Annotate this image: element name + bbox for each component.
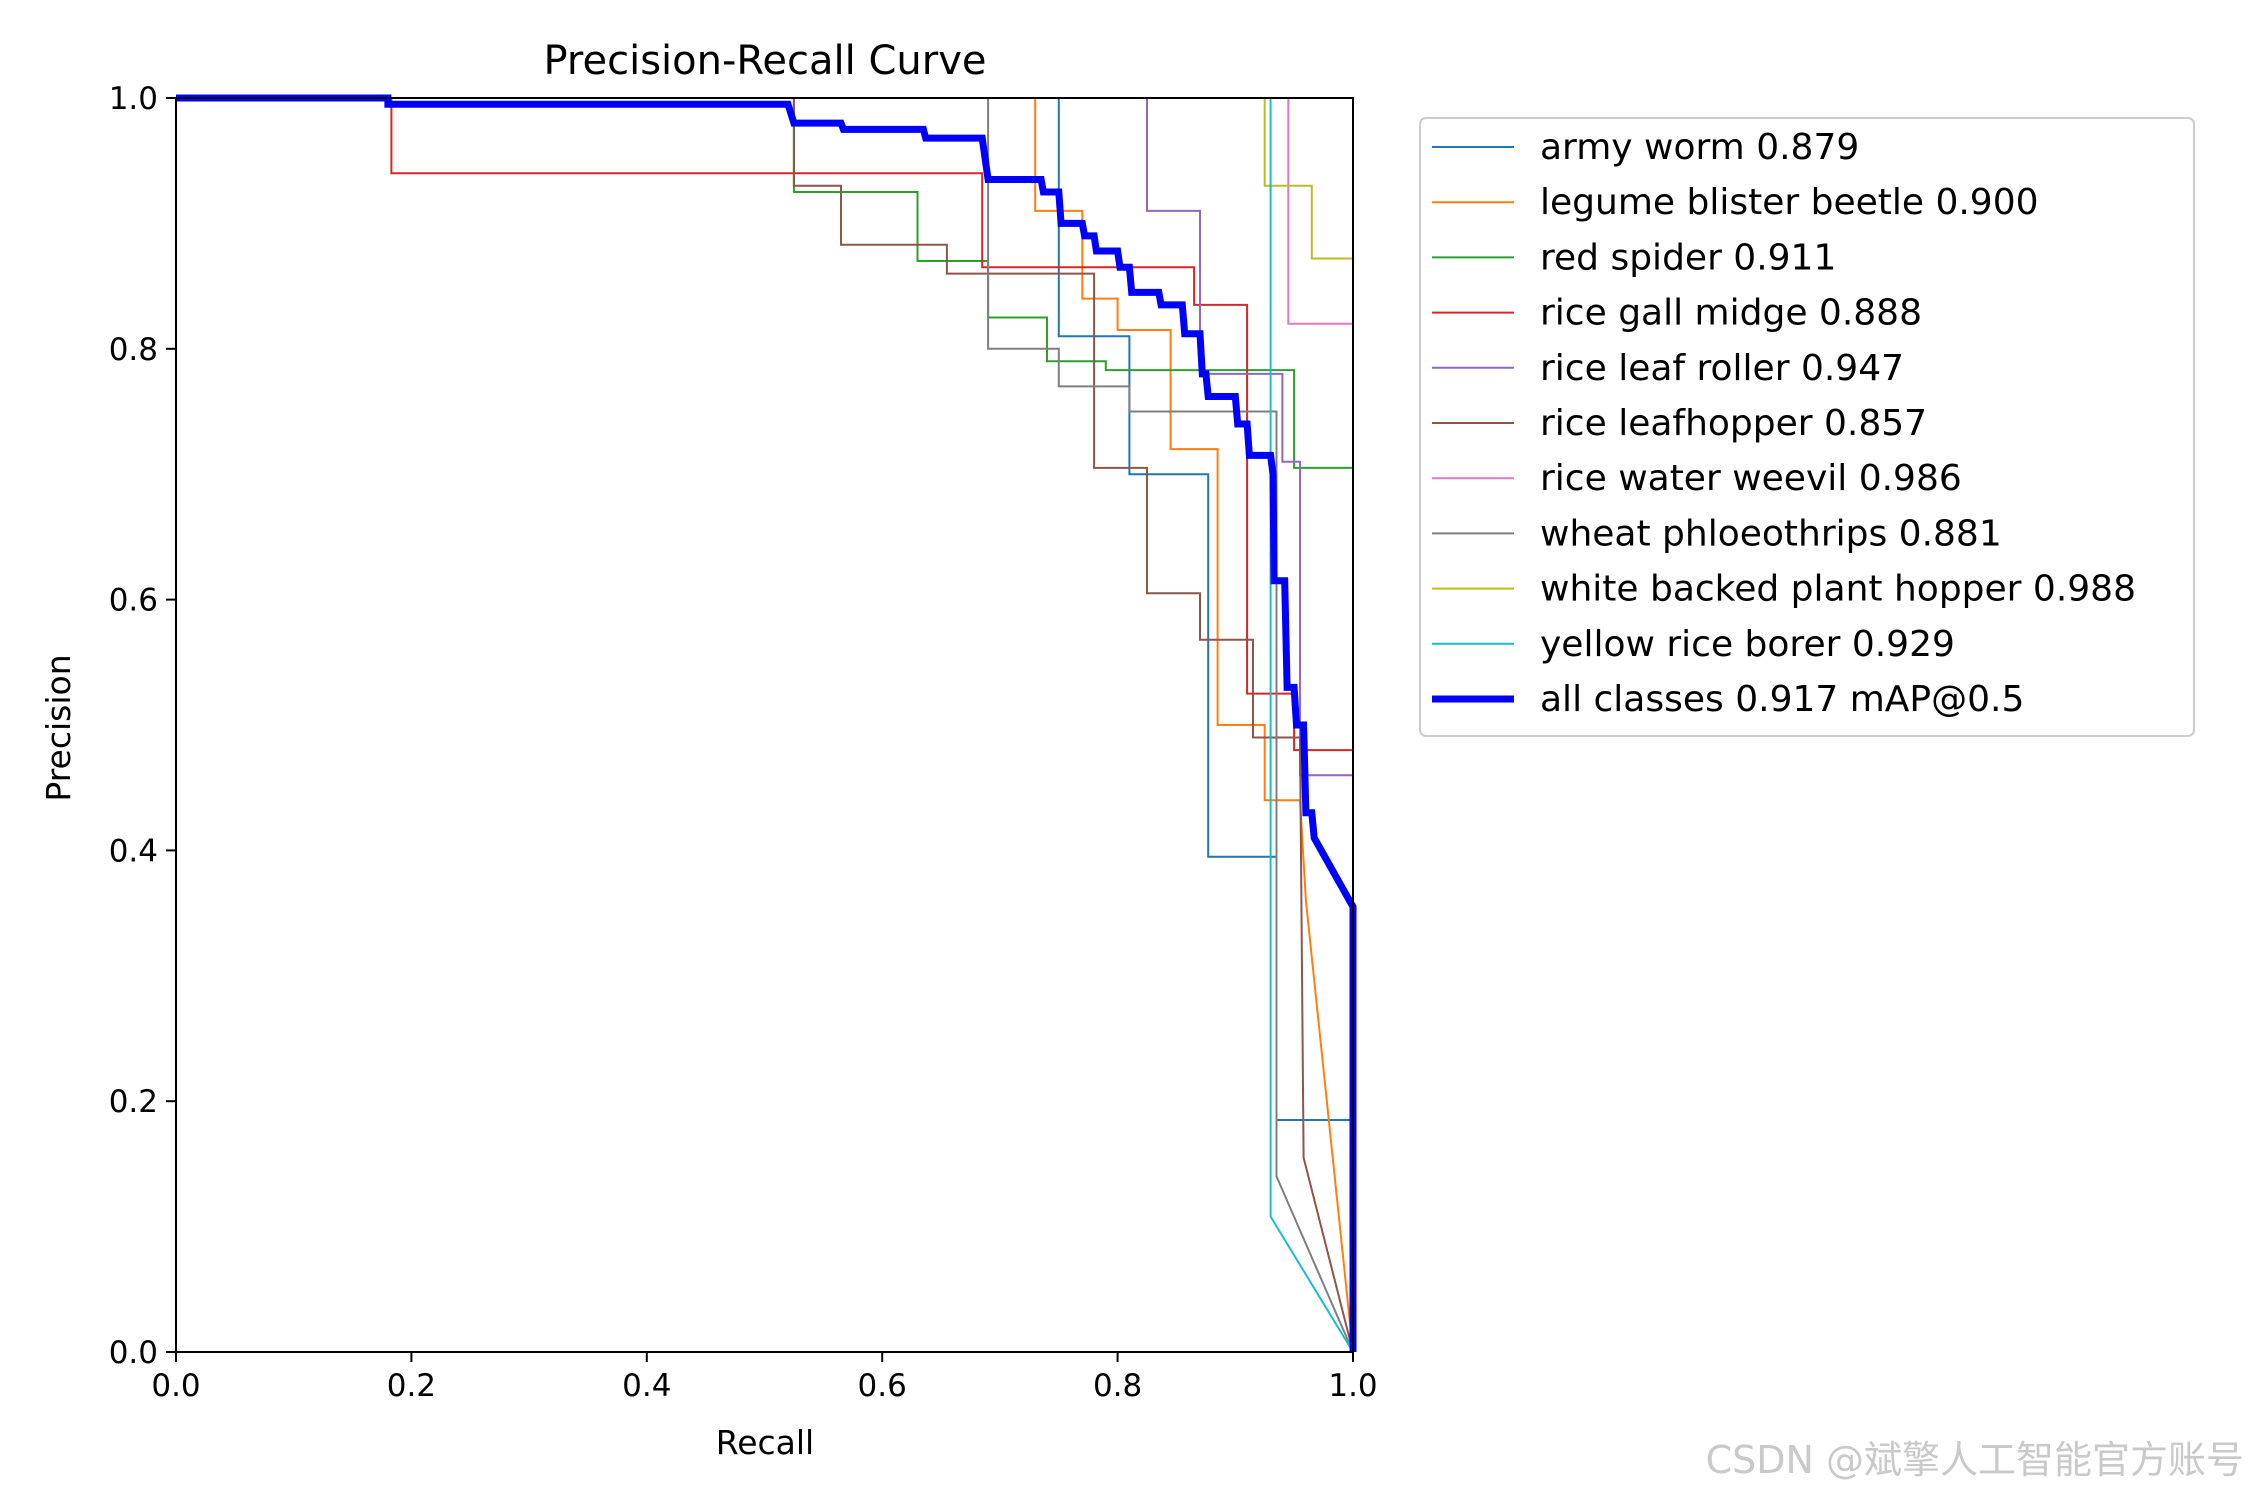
series-line-rice-gall (176, 97, 1354, 1352)
legend-label: rice leaf roller 0.947 (1540, 348, 1904, 389)
series-line-rice-leaf (176, 97, 1354, 1352)
legend-label: white backed plant hopper 0.988 (1540, 569, 2136, 610)
legend: army worm 0.879 legume blister beetle 0.9… (1419, 117, 2195, 737)
legend-label: rice gall midge 0.888 (1540, 293, 1922, 334)
legend-label: all classes 0.917 mAP@0.5 (1540, 679, 2024, 720)
y-axis-ticks: 0.0 0.2 0.4 0.6 0.8 1.0 (109, 81, 176, 1371)
legend-label: rice water weevil 0.986 (1540, 458, 1962, 499)
y-tick-label: 0.2 (109, 1084, 158, 1120)
watermark-text: CSDN @斌擎人工智能官方账号 (1705, 1438, 2244, 1482)
x-tick-label: 0.4 (622, 1368, 671, 1404)
legend-label: rice leafhopper 0.857 (1540, 403, 1927, 444)
legend-label: red spider 0.911 (1540, 237, 1836, 278)
x-tick-label: 0.2 (387, 1368, 436, 1404)
y-tick-label: 0.4 (109, 833, 158, 869)
plot-frame (175, 97, 1354, 1353)
series-line-wheat-phloeothrips (176, 97, 1354, 1353)
x-tick-label: 0.8 (1093, 1368, 1142, 1404)
y-axis-label: Precision (39, 654, 78, 801)
x-axis-label: Recall (716, 1423, 814, 1462)
x-axis-ticks: 0.0 0.2 0.4 0.6 0.8 1.0 (151, 1352, 1378, 1404)
series-line-army-worm (176, 97, 1354, 1352)
legend-entries: army worm 0.879 legume blister beetle 0.9… (1432, 127, 2136, 720)
x-tick-label: 0.6 (858, 1368, 907, 1404)
legend-label: wheat phloeothrips 0.881 (1540, 513, 2002, 554)
series-line-rice-leafhopper (176, 97, 1354, 1353)
series-line-red-spider (176, 97, 1354, 1352)
y-tick-label: 0.0 (109, 1335, 158, 1371)
series-layer (176, 94, 1357, 1353)
y-tick-label: 0.8 (109, 332, 158, 368)
legend-label: army worm 0.879 (1540, 127, 1859, 168)
legend-label: legume blister beetle 0.900 (1540, 182, 2039, 223)
y-tick-label: 0.6 (109, 583, 158, 619)
series-line-all-classes (176, 94, 1357, 1352)
x-tick-label: 0.0 (151, 1368, 200, 1404)
y-tick-label: 1.0 (109, 81, 158, 117)
legend-label: yellow rice borer 0.929 (1540, 624, 1955, 665)
x-tick-label: 1.0 (1328, 1368, 1377, 1404)
chart-title: Precision-Recall Curve (544, 38, 987, 84)
legend-box (1419, 117, 2195, 737)
plot-area (176, 98, 1353, 1352)
